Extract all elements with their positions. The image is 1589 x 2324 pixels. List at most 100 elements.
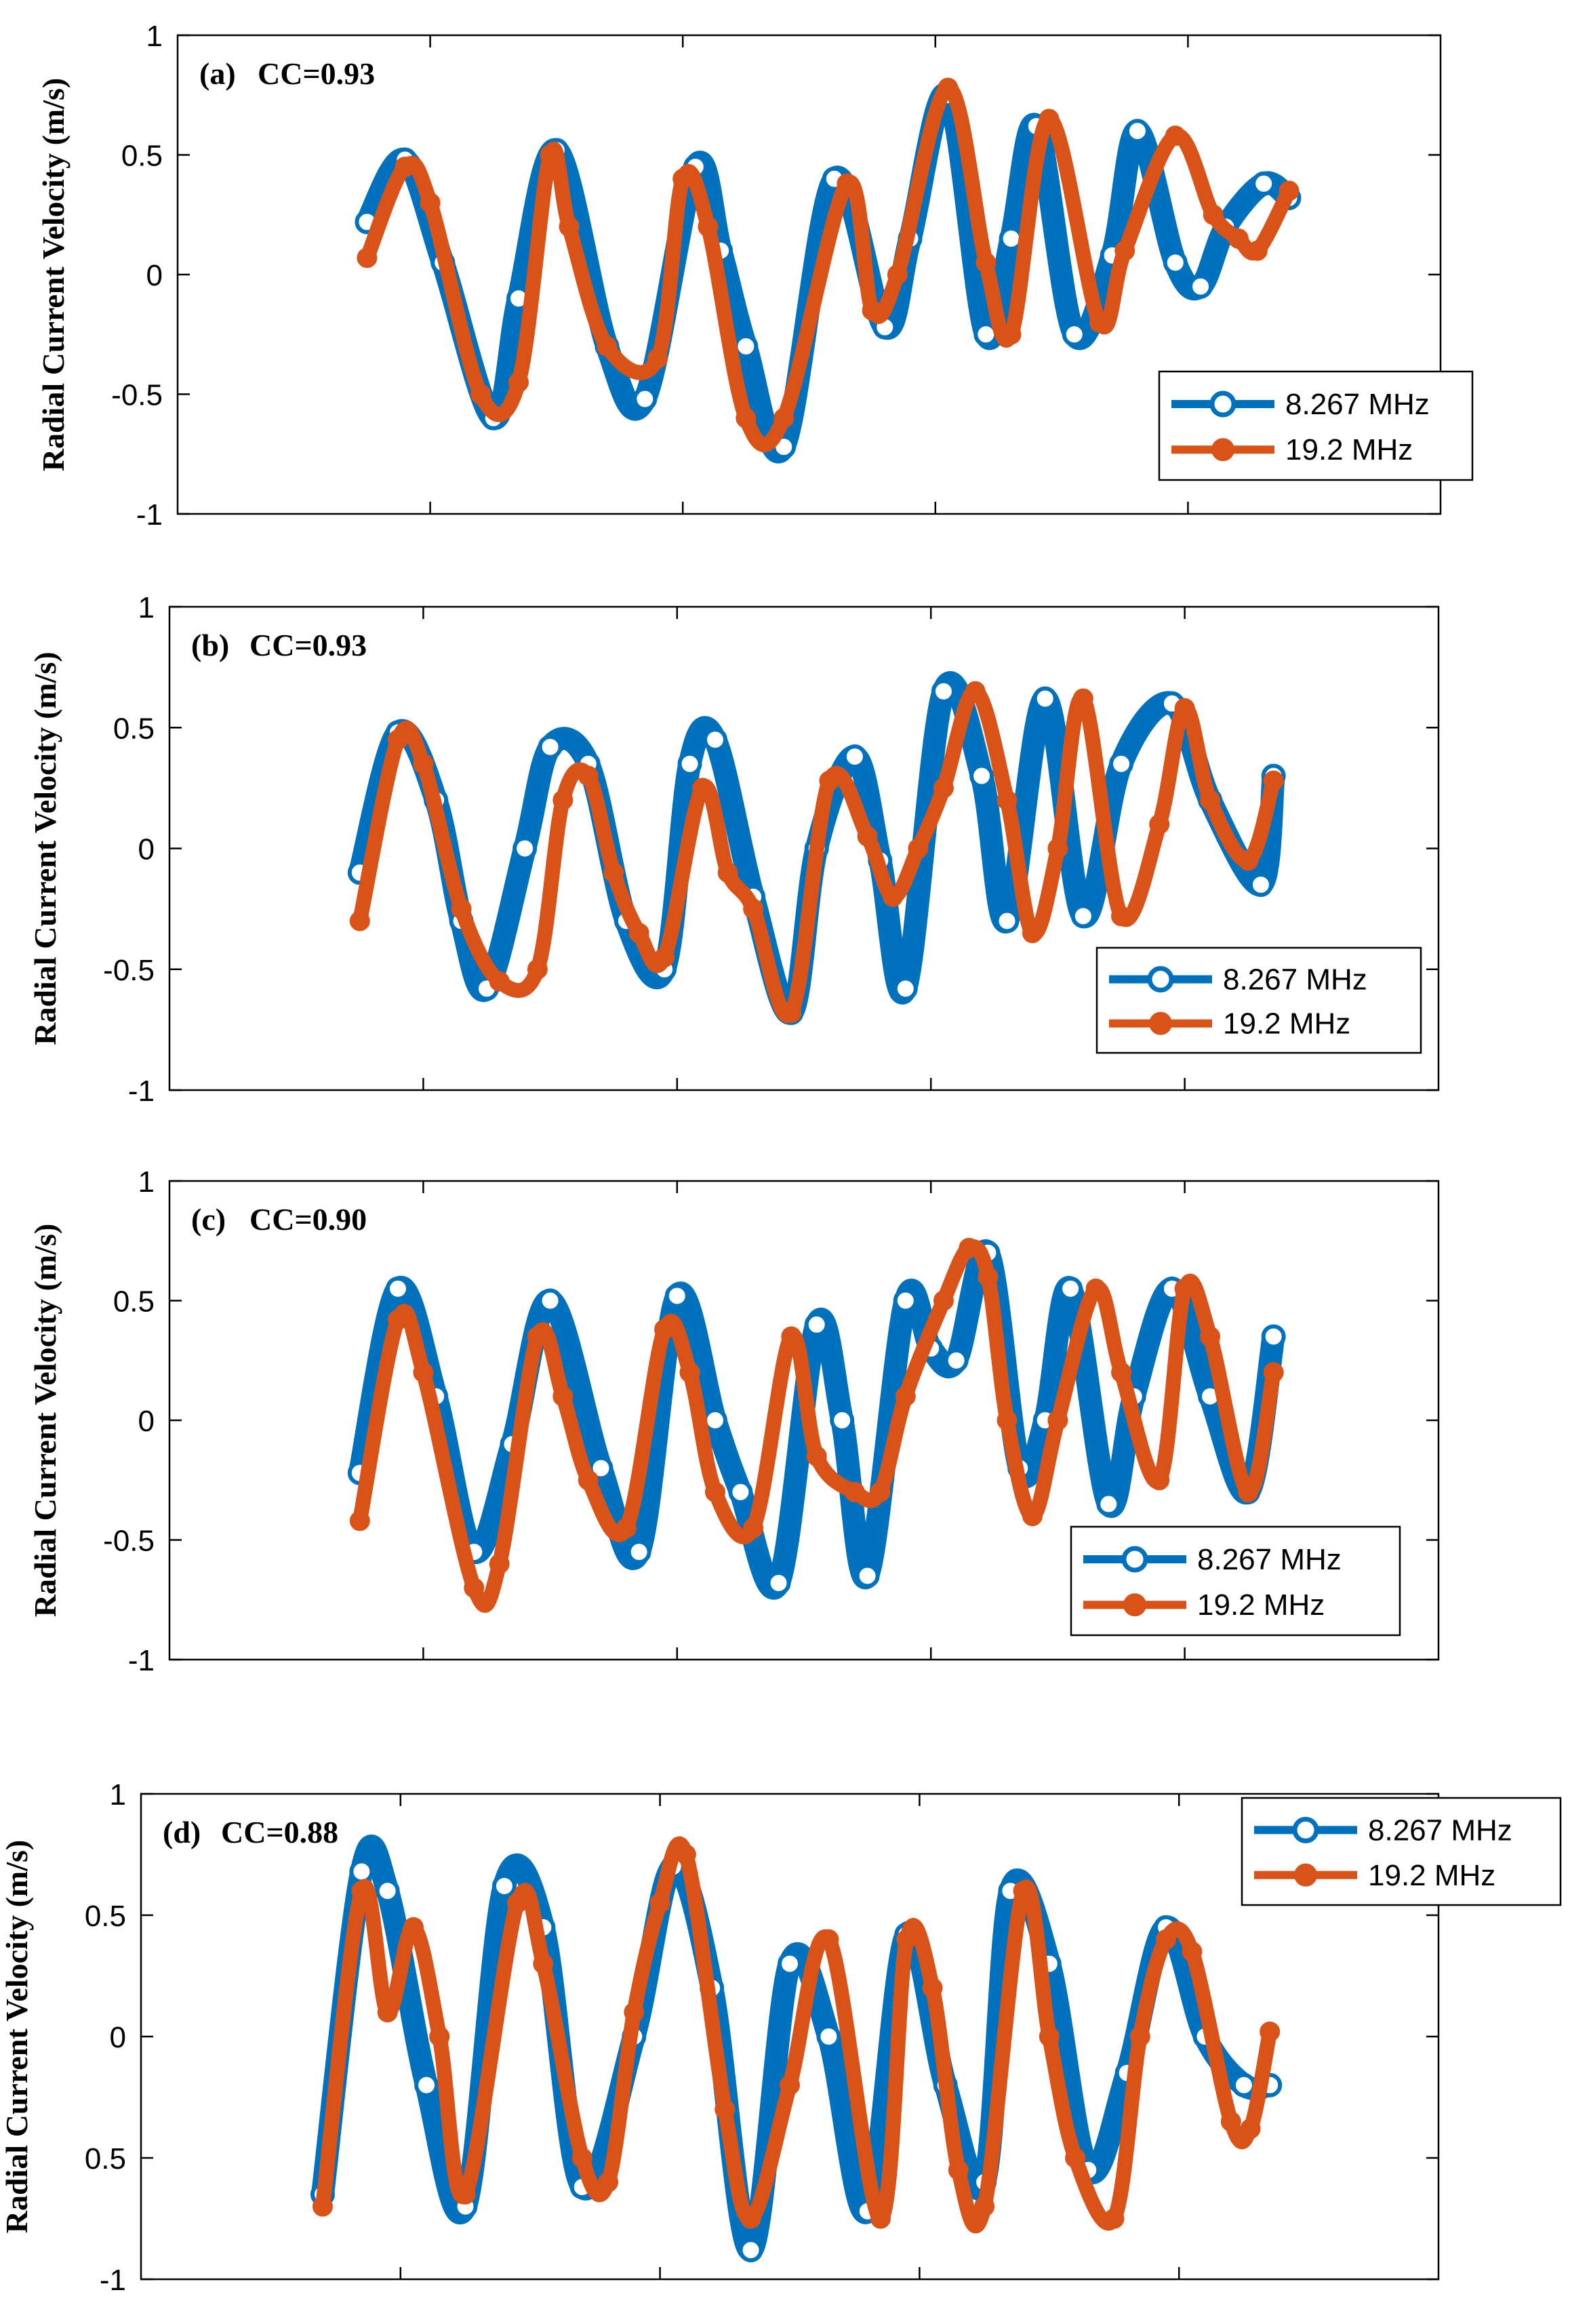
data-point [733,334,759,359]
data-point [1039,2026,1060,2047]
data-point [527,959,548,980]
data-point [1001,324,1022,345]
data-point [1013,1881,1034,1902]
data-point [728,1479,753,1504]
data-point [489,1553,510,1574]
data-point [738,2238,763,2263]
legend-marker [1121,1546,1148,1573]
data-point [870,1481,891,1502]
data-point [1104,2208,1125,2229]
data-point [1062,322,1087,347]
data-point [1231,2072,1256,2098]
legend-marker [1294,1863,1317,1887]
series-192-mhz [349,681,1284,1023]
y-tick-label: -1 [100,2264,126,2297]
data-point [1089,312,1110,333]
data-point [654,1319,675,1340]
data-point [855,1563,880,1588]
data-point [1022,1506,1043,1527]
data-point [1156,1929,1177,1950]
data-point [780,2075,800,2096]
y-tick-label: 0.5 [85,1900,126,1933]
y-axis-title: Radial Current Velocity (m/s) [28,652,62,1045]
y-tick-label: 0 [110,2021,126,2054]
data-point [351,1881,372,1902]
data-point [1174,1278,1195,1299]
legend-marker [1149,1011,1172,1035]
data-point [1047,1410,1068,1430]
legend-label: 19.2 MHz [1368,1859,1495,1892]
data-point [413,1362,434,1383]
legend-marker [1209,390,1236,418]
data-point [1109,751,1133,776]
data-point [1174,698,1195,719]
data-point [1200,790,1221,811]
legend-label: 8.267 MHz [1368,1814,1512,1847]
data-point [603,862,624,883]
data-point [626,1540,651,1565]
data-point [830,1408,855,1433]
data-point [931,679,956,704]
data-point [677,751,702,776]
data-point [1247,240,1268,261]
data-point [512,836,538,861]
data-point [948,2159,969,2180]
data-point [508,372,529,393]
y-tick-label: -0.5 [103,1525,155,1558]
legend: 8.267 MHz 19.2 MHz [1241,1797,1562,1906]
panel-d: Radial Current Velocity (m/s) -1 0.5 0 0.5 1 (… [0,1778,1562,2297]
data-point [413,753,434,774]
data-point [959,1237,980,1258]
data-point [1032,686,1058,711]
data-point [893,1288,918,1313]
y-tick-label: 1 [110,1778,126,1811]
data-point [1163,250,1188,275]
data-point [538,734,563,759]
data-point [1165,125,1186,146]
legend-box [1241,1797,1562,1906]
data-point [349,1510,370,1531]
data-point [804,1312,829,1337]
legend-marker [1211,438,1234,462]
y-axis-title: Radial Current Velocity (m/s) [36,78,71,472]
data-point [1200,1326,1221,1347]
data-point [781,1002,802,1023]
data-point [819,770,840,791]
data-point [870,2208,891,2229]
data-point [1096,1491,1121,1517]
data-point [1149,814,1170,835]
legend-marker [1292,1816,1319,1843]
data-point [1248,872,1273,897]
data-point [895,1386,916,1407]
data-point [455,2184,476,2205]
legend-marker [1123,1593,1146,1617]
data-point [944,1348,969,1373]
data-point [1022,923,1043,944]
data-point [806,1445,827,1466]
data-point [552,790,574,811]
data-point [717,862,738,883]
data-point [1263,1362,1284,1383]
data-point [702,727,727,753]
data-point [1129,2026,1150,2047]
y-tick-label: 0.5 [113,712,155,745]
data-point [578,1470,599,1491]
y-tick-label: 0.5 [85,2142,126,2176]
data-point [527,1326,548,1347]
data-point [1261,1324,1286,1349]
data-point [385,1276,410,1301]
panel-b: Radial Current Velocity (m/s) -1 -0.5 0 0.5 1… [28,591,1440,1108]
data-point [349,910,370,931]
data-point [1260,2021,1281,2042]
data-point [766,1571,791,1596]
data-point [624,2002,645,2023]
data-point [387,1309,408,1330]
data-point [704,1481,725,1502]
data-point [816,2024,841,2049]
data-point [715,2099,736,2120]
y-tick-label: 0.5 [121,140,163,173]
data-point [837,173,858,194]
data-point [908,838,929,859]
panel-label: (c) [191,1202,226,1237]
